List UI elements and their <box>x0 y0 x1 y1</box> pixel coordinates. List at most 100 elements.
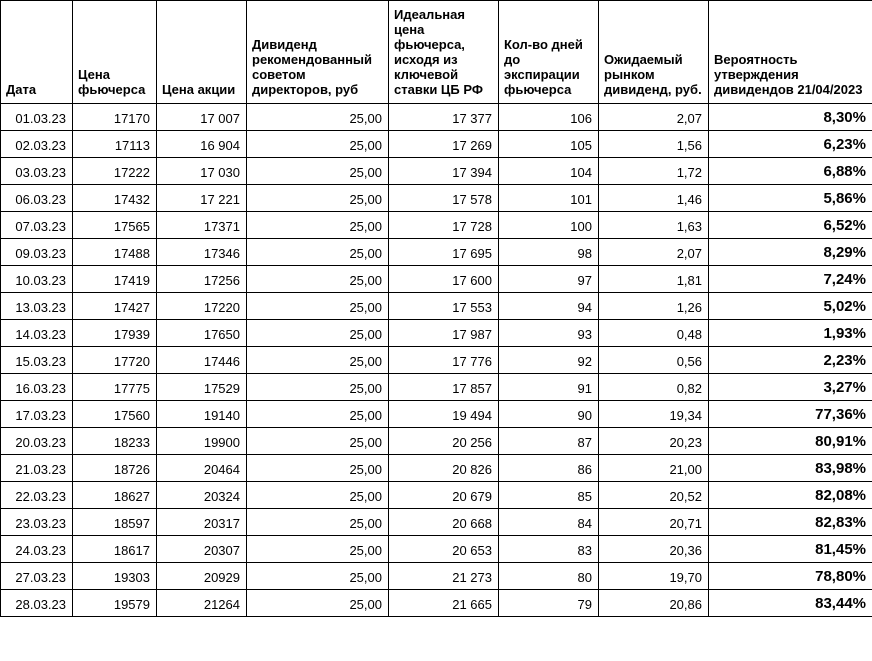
cell-days-to-expiry: 104 <box>499 158 599 185</box>
cell-expected-dividend: 20,52 <box>599 482 709 509</box>
cell-date: 06.03.23 <box>1 185 73 212</box>
cell-days-to-expiry: 80 <box>499 563 599 590</box>
cell-recommended-dividend: 25,00 <box>247 212 389 239</box>
cell-date: 21.03.23 <box>1 455 73 482</box>
table-row: 17.03.23175601914025,0019 4949019,3477,3… <box>1 401 872 428</box>
table-row: 23.03.23185972031725,0020 6688420,7182,8… <box>1 509 872 536</box>
cell-expected-dividend: 2,07 <box>599 239 709 266</box>
cell-expected-dividend: 0,82 <box>599 374 709 401</box>
cell-recommended-dividend: 25,00 <box>247 455 389 482</box>
cell-ideal-futures-price: 20 668 <box>389 509 499 536</box>
cell-futures-price: 19303 <box>73 563 157 590</box>
col-header-expected-dividend: Ожидаемый рынком дивиденд, руб. <box>599 1 709 104</box>
cell-futures-price: 17720 <box>73 347 157 374</box>
cell-stock-price: 17529 <box>157 374 247 401</box>
cell-expected-dividend: 20,36 <box>599 536 709 563</box>
cell-recommended-dividend: 25,00 <box>247 185 389 212</box>
cell-stock-price: 17650 <box>157 320 247 347</box>
table-row: 27.03.23193032092925,0021 2738019,7078,8… <box>1 563 872 590</box>
table-row: 24.03.23186172030725,0020 6538320,3681,4… <box>1 536 872 563</box>
cell-date: 01.03.23 <box>1 104 73 131</box>
cell-date: 24.03.23 <box>1 536 73 563</box>
cell-date: 03.03.23 <box>1 158 73 185</box>
cell-recommended-dividend: 25,00 <box>247 401 389 428</box>
cell-date: 17.03.23 <box>1 401 73 428</box>
cell-futures-price: 18726 <box>73 455 157 482</box>
cell-date: 16.03.23 <box>1 374 73 401</box>
table-row: 22.03.23186272032425,0020 6798520,5282,0… <box>1 482 872 509</box>
cell-expected-dividend: 1,26 <box>599 293 709 320</box>
cell-expected-dividend: 20,71 <box>599 509 709 536</box>
cell-stock-price: 20464 <box>157 455 247 482</box>
cell-approval-probability: 2,23% <box>709 347 872 374</box>
cell-date: 15.03.23 <box>1 347 73 374</box>
cell-stock-price: 17 221 <box>157 185 247 212</box>
cell-expected-dividend: 21,00 <box>599 455 709 482</box>
cell-date: 27.03.23 <box>1 563 73 590</box>
cell-stock-price: 16 904 <box>157 131 247 158</box>
col-header-date: Дата <box>1 1 73 104</box>
table-row: 15.03.23177201744625,0017 776920,562,23% <box>1 347 872 374</box>
table-row: 01.03.231717017 00725,0017 3771062,078,3… <box>1 104 872 131</box>
cell-stock-price: 20317 <box>157 509 247 536</box>
col-header-futures-price: Цена фьючерса <box>73 1 157 104</box>
cell-futures-price: 17222 <box>73 158 157 185</box>
cell-expected-dividend: 19,70 <box>599 563 709 590</box>
cell-expected-dividend: 1,81 <box>599 266 709 293</box>
cell-days-to-expiry: 94 <box>499 293 599 320</box>
cell-stock-price: 20324 <box>157 482 247 509</box>
cell-approval-probability: 3,27% <box>709 374 872 401</box>
col-header-approval-probability: Вероятность утверждения дивидендов 21/04… <box>709 1 872 104</box>
cell-days-to-expiry: 98 <box>499 239 599 266</box>
cell-recommended-dividend: 25,00 <box>247 590 389 617</box>
cell-approval-probability: 83,98% <box>709 455 872 482</box>
header-row: Дата Цена фьючерса Цена акции Дивиденд р… <box>1 1 872 104</box>
cell-date: 23.03.23 <box>1 509 73 536</box>
cell-approval-probability: 5,86% <box>709 185 872 212</box>
cell-approval-probability: 83,44% <box>709 590 872 617</box>
cell-stock-price: 21264 <box>157 590 247 617</box>
cell-date: 20.03.23 <box>1 428 73 455</box>
cell-expected-dividend: 2,07 <box>599 104 709 131</box>
cell-days-to-expiry: 91 <box>499 374 599 401</box>
cell-expected-dividend: 19,34 <box>599 401 709 428</box>
cell-days-to-expiry: 79 <box>499 590 599 617</box>
cell-futures-price: 17170 <box>73 104 157 131</box>
cell-approval-probability: 7,24% <box>709 266 872 293</box>
cell-days-to-expiry: 90 <box>499 401 599 428</box>
cell-expected-dividend: 1,72 <box>599 158 709 185</box>
cell-expected-dividend: 1,56 <box>599 131 709 158</box>
cell-days-to-expiry: 92 <box>499 347 599 374</box>
cell-stock-price: 19900 <box>157 428 247 455</box>
cell-stock-price: 17256 <box>157 266 247 293</box>
cell-stock-price: 20929 <box>157 563 247 590</box>
cell-recommended-dividend: 25,00 <box>247 320 389 347</box>
cell-approval-probability: 1,93% <box>709 320 872 347</box>
cell-ideal-futures-price: 17 987 <box>389 320 499 347</box>
cell-days-to-expiry: 85 <box>499 482 599 509</box>
cell-days-to-expiry: 84 <box>499 509 599 536</box>
cell-stock-price: 17220 <box>157 293 247 320</box>
cell-ideal-futures-price: 20 653 <box>389 536 499 563</box>
cell-approval-probability: 6,23% <box>709 131 872 158</box>
cell-expected-dividend: 20,23 <box>599 428 709 455</box>
cell-approval-probability: 82,83% <box>709 509 872 536</box>
cell-days-to-expiry: 106 <box>499 104 599 131</box>
cell-futures-price: 18597 <box>73 509 157 536</box>
cell-date: 22.03.23 <box>1 482 73 509</box>
cell-expected-dividend: 1,63 <box>599 212 709 239</box>
cell-date: 14.03.23 <box>1 320 73 347</box>
cell-recommended-dividend: 25,00 <box>247 293 389 320</box>
cell-ideal-futures-price: 20 256 <box>389 428 499 455</box>
table-row: 21.03.23187262046425,0020 8268621,0083,9… <box>1 455 872 482</box>
cell-ideal-futures-price: 17 553 <box>389 293 499 320</box>
cell-recommended-dividend: 25,00 <box>247 158 389 185</box>
cell-recommended-dividend: 25,00 <box>247 374 389 401</box>
cell-futures-price: 17565 <box>73 212 157 239</box>
cell-days-to-expiry: 93 <box>499 320 599 347</box>
cell-futures-price: 17113 <box>73 131 157 158</box>
cell-approval-probability: 82,08% <box>709 482 872 509</box>
cell-recommended-dividend: 25,00 <box>247 509 389 536</box>
cell-stock-price: 17 030 <box>157 158 247 185</box>
cell-ideal-futures-price: 17 394 <box>389 158 499 185</box>
